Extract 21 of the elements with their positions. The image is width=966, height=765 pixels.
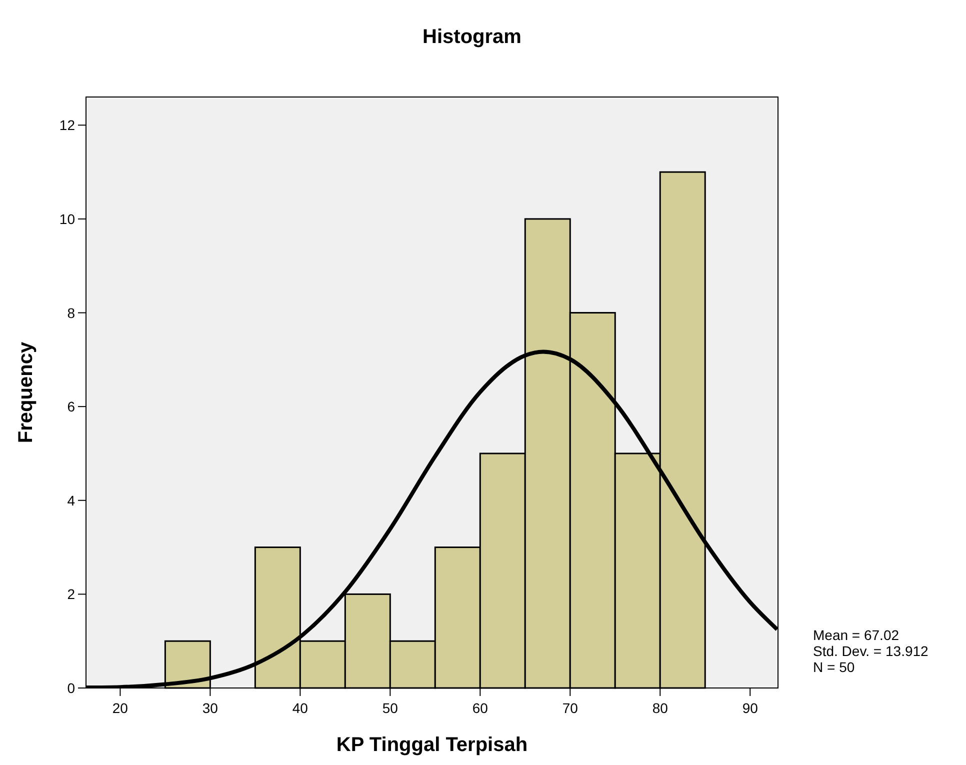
- text: Std. Dev. = 13.912: [813, 643, 929, 659]
- x-tick-label: 50: [382, 700, 398, 716]
- x-tick-label: 80: [652, 700, 668, 716]
- x-tick-label: 20: [112, 700, 128, 716]
- text: Mean = 67.02: [813, 627, 900, 643]
- text: N = 50: [813, 659, 855, 675]
- chart-title: Histogram: [422, 26, 522, 48]
- x-tick-label: 90: [742, 700, 758, 716]
- x-tick-label: 30: [202, 700, 218, 716]
- y-tick-label: 0: [67, 680, 76, 696]
- y-tick-label: 8: [67, 304, 76, 321]
- y-tick-label: 10: [59, 210, 76, 227]
- y-tick-label: 12: [59, 117, 76, 134]
- y-tick-label: 2: [67, 586, 76, 602]
- y-tick-label: 6: [67, 398, 76, 415]
- x-tick-label: 40: [292, 700, 308, 716]
- x-tick-label: 60: [472, 700, 488, 716]
- x-axis-title: KP Tinggal Terpisah: [336, 734, 528, 756]
- y-tick-label: 4: [67, 492, 76, 508]
- y-axis-title: Frequency: [15, 341, 37, 444]
- x-tick-label: 70: [562, 700, 578, 716]
